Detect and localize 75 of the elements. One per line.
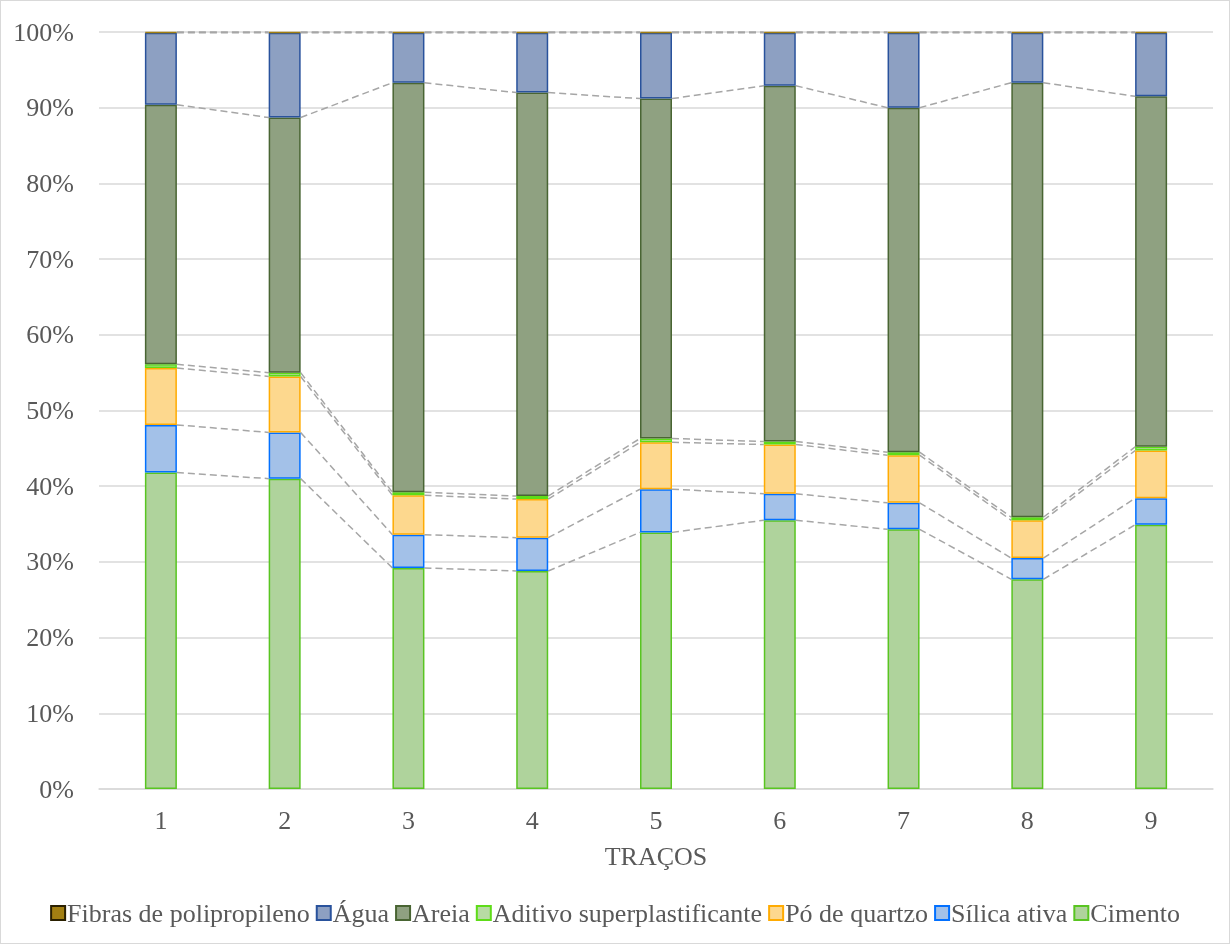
- bar: [268, 478, 301, 789]
- bar: [516, 92, 549, 497]
- y-tick-label: 70%: [26, 244, 74, 274]
- bar: [887, 455, 920, 503]
- legend-label: Areia: [412, 898, 471, 928]
- bar: [392, 534, 425, 568]
- x-tick-label: 3: [401, 805, 415, 835]
- bar: [1135, 498, 1168, 525]
- x-tick-label: 5: [649, 805, 663, 835]
- bar: [887, 32, 920, 108]
- x-tick-label: 8: [1020, 805, 1034, 835]
- bar: [763, 520, 796, 789]
- x-tick-label: 9: [1144, 805, 1158, 835]
- bar: [392, 32, 425, 83]
- y-tick-label: 30%: [26, 547, 74, 577]
- x-tick-label: 7: [897, 805, 911, 835]
- y-tick-label: 0%: [39, 774, 74, 804]
- bar: [144, 32, 177, 105]
- legend-label: Aditivo superplastificante: [492, 898, 763, 928]
- bar: [144, 364, 177, 369]
- bar: [516, 499, 549, 538]
- bar: [1135, 32, 1168, 97]
- bar: [268, 376, 301, 433]
- legend-label: Sílica ativa: [951, 898, 1068, 928]
- y-tick-label: 60%: [26, 320, 74, 350]
- bar: [392, 82, 425, 493]
- x-tick-label: 1: [154, 805, 168, 835]
- bar: [268, 432, 301, 479]
- bar: [887, 529, 920, 789]
- bar: [268, 32, 301, 118]
- bar: [763, 32, 796, 86]
- bar: [640, 442, 672, 490]
- bar: [516, 537, 549, 571]
- y-tick-label: 90%: [26, 93, 74, 123]
- bar: [1011, 558, 1044, 580]
- x-tick-label: 6: [773, 805, 787, 835]
- bar: [763, 444, 796, 494]
- bar: [1135, 446, 1168, 451]
- x-tick-label: 2: [278, 805, 292, 835]
- y-tick-label: 40%: [26, 471, 74, 501]
- bar: [1011, 82, 1044, 518]
- bar: [392, 495, 425, 535]
- bar: [887, 107, 920, 453]
- bar: [392, 567, 425, 789]
- bar: [763, 85, 796, 442]
- legend-label: Pó de quartzo: [785, 898, 929, 928]
- legend-label: Fibras de polipropileno: [67, 898, 310, 928]
- y-tick-label: 10%: [26, 698, 74, 728]
- bar: [144, 472, 177, 789]
- bar: [1135, 96, 1168, 447]
- legend-label: Água: [332, 898, 390, 928]
- y-tick-label: 80%: [26, 168, 74, 198]
- bar: [640, 98, 672, 439]
- x-axis-title: TRAÇOS: [604, 841, 708, 871]
- legend-label: Cimento: [1090, 898, 1180, 928]
- x-tick-label: 4: [525, 805, 539, 835]
- bar: [144, 368, 177, 425]
- y-tick-label: 100%: [13, 17, 74, 47]
- bar: [144, 104, 177, 365]
- bar: [763, 493, 796, 521]
- y-tick-label: 20%: [26, 623, 74, 653]
- bar: [640, 532, 672, 789]
- bar: [1011, 520, 1044, 559]
- y-tick-label: 50%: [26, 396, 74, 425]
- bar: [268, 117, 301, 373]
- bar: [516, 32, 549, 93]
- bar: [640, 32, 672, 99]
- bar: [1011, 32, 1044, 83]
- bar: [1135, 450, 1168, 499]
- bar: [887, 502, 920, 530]
- bar: [516, 570, 549, 789]
- bar: [640, 489, 672, 533]
- bar: [144, 424, 177, 473]
- bar: [1135, 524, 1168, 789]
- bar: [1011, 579, 1044, 789]
